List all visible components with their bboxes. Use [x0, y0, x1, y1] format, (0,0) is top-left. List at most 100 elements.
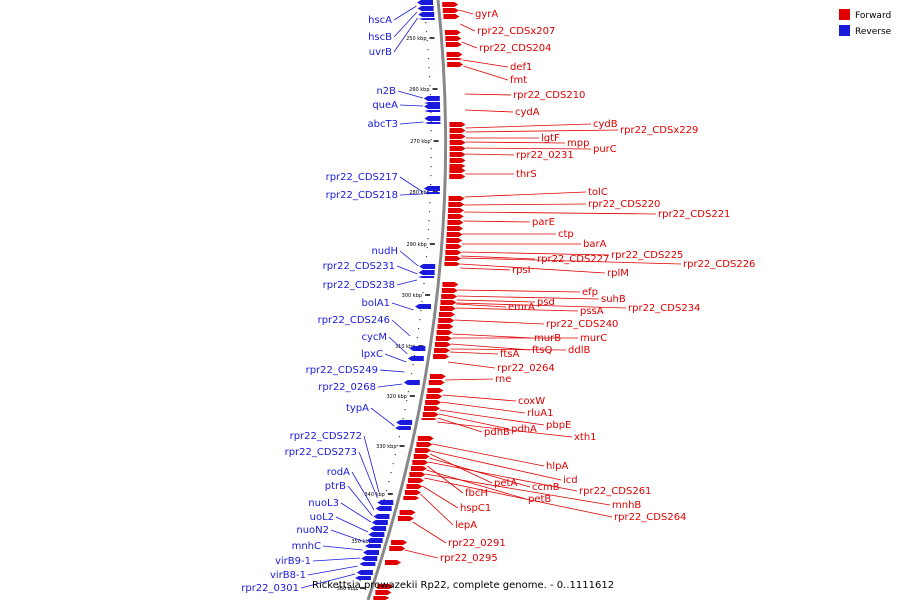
forward-feature — [375, 590, 392, 595]
forward-feature — [446, 238, 463, 243]
forward-leader — [432, 443, 545, 467]
forward-feature — [435, 336, 452, 341]
gc-dot — [428, 220, 430, 222]
gc-dot — [429, 94, 431, 96]
reverse-gene-label: rpr22_CDS246 — [318, 315, 390, 326]
forward-feature — [403, 496, 420, 500]
reverse-leader — [391, 302, 414, 311]
reverse-gene-label: typA — [346, 403, 369, 414]
tick-label: 360 kbp — [337, 586, 357, 592]
forward-feature — [449, 134, 466, 139]
forward-gene-label: rne — [495, 374, 511, 385]
forward-leader — [437, 417, 483, 433]
forward-gene-label: tolC — [588, 187, 608, 198]
reverse-gene-label: lpxC — [361, 349, 383, 360]
reverse-gene-label: mnhC — [292, 541, 321, 552]
forward-leader — [422, 485, 459, 509]
forward-leader — [465, 141, 566, 144]
forward-feature — [449, 164, 466, 168]
gc-dot — [398, 436, 400, 438]
forward-leader — [457, 289, 581, 293]
reverse-feature — [417, 0, 433, 5]
forward-leader — [460, 267, 511, 271]
reverse-feature — [424, 122, 441, 124]
forward-gene-label: ddlB — [568, 345, 590, 356]
tick-label: 260 kbp — [409, 87, 429, 93]
reverse-feature — [361, 556, 378, 561]
gc-dot — [407, 391, 410, 393]
forward-gene-label: pssA — [580, 306, 604, 317]
forward-feature — [427, 388, 444, 393]
forward-feature — [447, 214, 464, 219]
reverse-feature — [424, 116, 441, 121]
forward-feature — [449, 128, 466, 133]
reverse-gene-label: bolA1 — [362, 298, 390, 309]
gc-dot — [428, 211, 431, 213]
gc-dot — [430, 175, 432, 177]
reverse-leader — [397, 90, 423, 99]
reverse-feature — [415, 304, 432, 309]
forward-leader — [465, 147, 592, 150]
forward-feature — [425, 400, 442, 405]
reverse-gene-label: nudH — [371, 246, 398, 257]
reverse-leader — [399, 193, 423, 196]
reverse-gene-label: uoL2 — [310, 512, 334, 523]
forward-feature — [412, 460, 429, 465]
gc-dot — [394, 454, 396, 456]
forward-leader — [458, 9, 474, 15]
reverse-leader — [399, 250, 419, 267]
forward-feature — [439, 306, 456, 311]
forward-gene-label: barA — [583, 239, 607, 250]
reverse-leader — [379, 369, 405, 373]
gc-dot — [423, 283, 425, 285]
forward-leader — [412, 521, 447, 544]
feature-track — [354, 0, 466, 600]
reverse-gene-label: abcT3 — [368, 119, 398, 130]
forward-gene-label: rpr22_0264 — [497, 363, 555, 374]
reverse-feature — [409, 346, 426, 351]
forward-gene-label: xth1 — [574, 432, 597, 443]
reverse-feature — [396, 420, 413, 425]
forward-feature — [447, 62, 464, 67]
forward-feature — [449, 122, 466, 127]
reverse-leader — [370, 407, 395, 427]
reverse-feature — [418, 18, 435, 20]
forward-leader — [404, 549, 439, 559]
genome-backbone — [366, 0, 448, 600]
forward-leader — [445, 378, 494, 381]
reverse-feature — [394, 426, 411, 430]
forward-feature — [442, 2, 459, 7]
tick-label: 270 kbp — [410, 139, 430, 145]
forward-gene-label: rpr22_0291 — [448, 538, 506, 549]
reverse-feature — [371, 520, 388, 525]
forward-leader — [464, 203, 587, 206]
forward-feature — [442, 8, 459, 13]
forward-leader — [461, 255, 536, 260]
forward-gene-label: rpr22_CDS210 — [513, 90, 585, 101]
reverse-feature — [418, 270, 435, 275]
forward-feature — [436, 330, 453, 335]
forward-feature — [410, 466, 427, 471]
feature-labels: gyrA rpr22_CDSx207 rpr22_CDS204 def1 fmt rpr2… — [241, 9, 755, 594]
forward-gene-label: purC — [593, 144, 617, 155]
forward-feature — [445, 244, 462, 249]
forward-gene-label: cydA — [515, 107, 540, 118]
forward-gene-label: rpr22_CDSx229 — [620, 125, 698, 136]
forward-gene-label: mnhB — [612, 500, 641, 511]
forward-feature — [429, 374, 446, 379]
reverse-feature — [375, 506, 392, 511]
forward-leader — [464, 191, 587, 198]
reverse-gene-label: nuoL3 — [308, 498, 339, 509]
forward-gene-label: lepA — [455, 520, 477, 531]
forward-gene-label: suhB — [601, 294, 626, 305]
forward-gene-label: rluA1 — [527, 408, 553, 419]
forward-gene-label: efp — [582, 287, 598, 298]
gc-dot — [402, 418, 404, 420]
reverse-gene-label: rpr22_CDS238 — [323, 280, 395, 291]
reverse-leader — [384, 353, 407, 363]
gc-dot — [427, 49, 429, 51]
forward-feature — [434, 348, 451, 353]
reverse-feature — [424, 104, 441, 109]
forward-gene-label: mpp — [567, 138, 589, 149]
